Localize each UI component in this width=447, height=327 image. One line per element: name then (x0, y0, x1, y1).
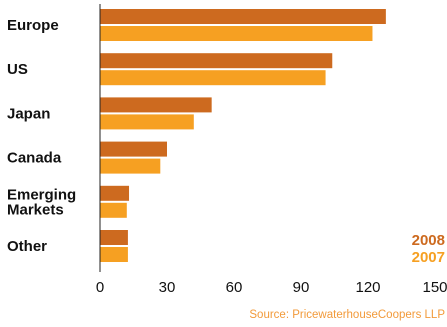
bar-2007-japan (100, 114, 194, 130)
bar-2008-japan (100, 97, 212, 113)
category-label-other: Other (7, 238, 47, 255)
bar-2007-us (100, 70, 326, 86)
category-label-japan: Japan (7, 105, 50, 122)
x-tick-90: 90 (293, 279, 310, 296)
x-tick-labels: 0 30 60 90 120 150 (96, 279, 447, 296)
category-label-us: US (7, 61, 28, 78)
bars-layer (100, 9, 386, 262)
x-tick-30: 30 (159, 279, 176, 296)
category-label-emerging-markets: Emerging Markets (7, 186, 76, 218)
bar-2007-other (100, 247, 128, 262)
legend: 2008 2007 (412, 232, 445, 266)
x-tick-150: 150 (422, 279, 447, 296)
category-label-canada: Canada (7, 150, 62, 167)
bar-2008-us (100, 53, 333, 69)
bar-2008-europe (100, 9, 386, 24)
source-note: Source: PricewaterhouseCoopers LLP (249, 309, 445, 321)
x-tick-60: 60 (226, 279, 243, 296)
x-tick-120: 120 (355, 279, 380, 296)
x-tick-0: 0 (96, 279, 104, 296)
bar-2007-canada (100, 158, 161, 174)
legend-item-2007: 2007 (412, 249, 445, 266)
legend-item-2008: 2008 (412, 232, 445, 249)
category-label-europe: Europe (7, 17, 59, 34)
category-labels: Europe US Japan Canada Emerging Markets Other (7, 17, 76, 255)
bar-2007-emerging-markets (100, 202, 127, 218)
bar-2007-europe (100, 26, 373, 41)
bar-2008-emerging-markets (100, 185, 130, 201)
bar-2008-canada (100, 141, 167, 157)
bar-2008-other (100, 230, 128, 245)
